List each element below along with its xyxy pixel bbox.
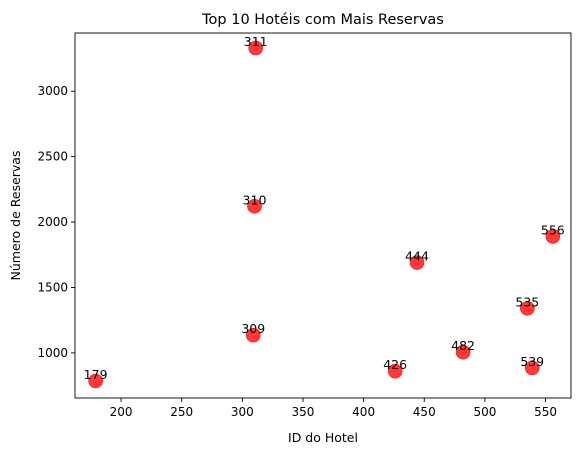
x-tick-label: 500 (473, 405, 496, 419)
data-points (88, 40, 561, 389)
y-tick-label: 1500 (37, 280, 68, 294)
x-tick-label: 550 (534, 405, 557, 419)
y-tick-label: 3000 (37, 84, 68, 98)
x-axis-label: ID do Hotel (288, 430, 358, 445)
data-point-label: 310 (243, 192, 267, 207)
data-point-label: 311 (244, 34, 268, 49)
data-point-label: 444 (405, 249, 429, 264)
data-point-label: 426 (383, 357, 407, 372)
x-tick-label: 350 (292, 405, 315, 419)
data-point (409, 255, 425, 270)
data-point (88, 373, 103, 389)
data-point (545, 229, 561, 244)
y-tick-label: 2500 (37, 150, 68, 164)
data-point-label: 179 (84, 367, 108, 382)
y-tick-label: 1000 (37, 346, 68, 360)
x-tick-label: 450 (413, 405, 436, 419)
data-point (520, 301, 535, 316)
chart-title: Top 10 Hotéis com Mais Reservas (201, 12, 444, 28)
data-point (248, 40, 263, 56)
x-tick-label: 300 (231, 405, 254, 419)
y-tick-label: 2000 (37, 215, 68, 229)
x-tick-label: 250 (170, 405, 193, 419)
x-tick-label: 400 (352, 405, 375, 419)
data-point-label: 309 (241, 321, 265, 336)
data-point (387, 363, 403, 379)
data-point-label: 539 (520, 354, 544, 369)
data-point-label: 482 (451, 338, 475, 353)
y-axis-label: Número de Reservas (8, 151, 23, 281)
data-point-label: 556 (541, 222, 565, 237)
plot-area-frame (74, 32, 572, 399)
data-point (524, 360, 540, 376)
data-point (245, 327, 261, 343)
y-axis-ticks: 1000 1500 2000 2500 3000 (37, 84, 75, 360)
data-point (247, 199, 262, 214)
x-axis-ticks: 200 250 300 350 400 450 500 550 (110, 398, 557, 419)
x-tick-label: 200 (110, 405, 133, 419)
data-point-labels: 311 310 556 444 535 309 482 539 426 179 (84, 34, 565, 382)
data-point (455, 344, 471, 360)
data-point-label: 535 (515, 294, 539, 309)
